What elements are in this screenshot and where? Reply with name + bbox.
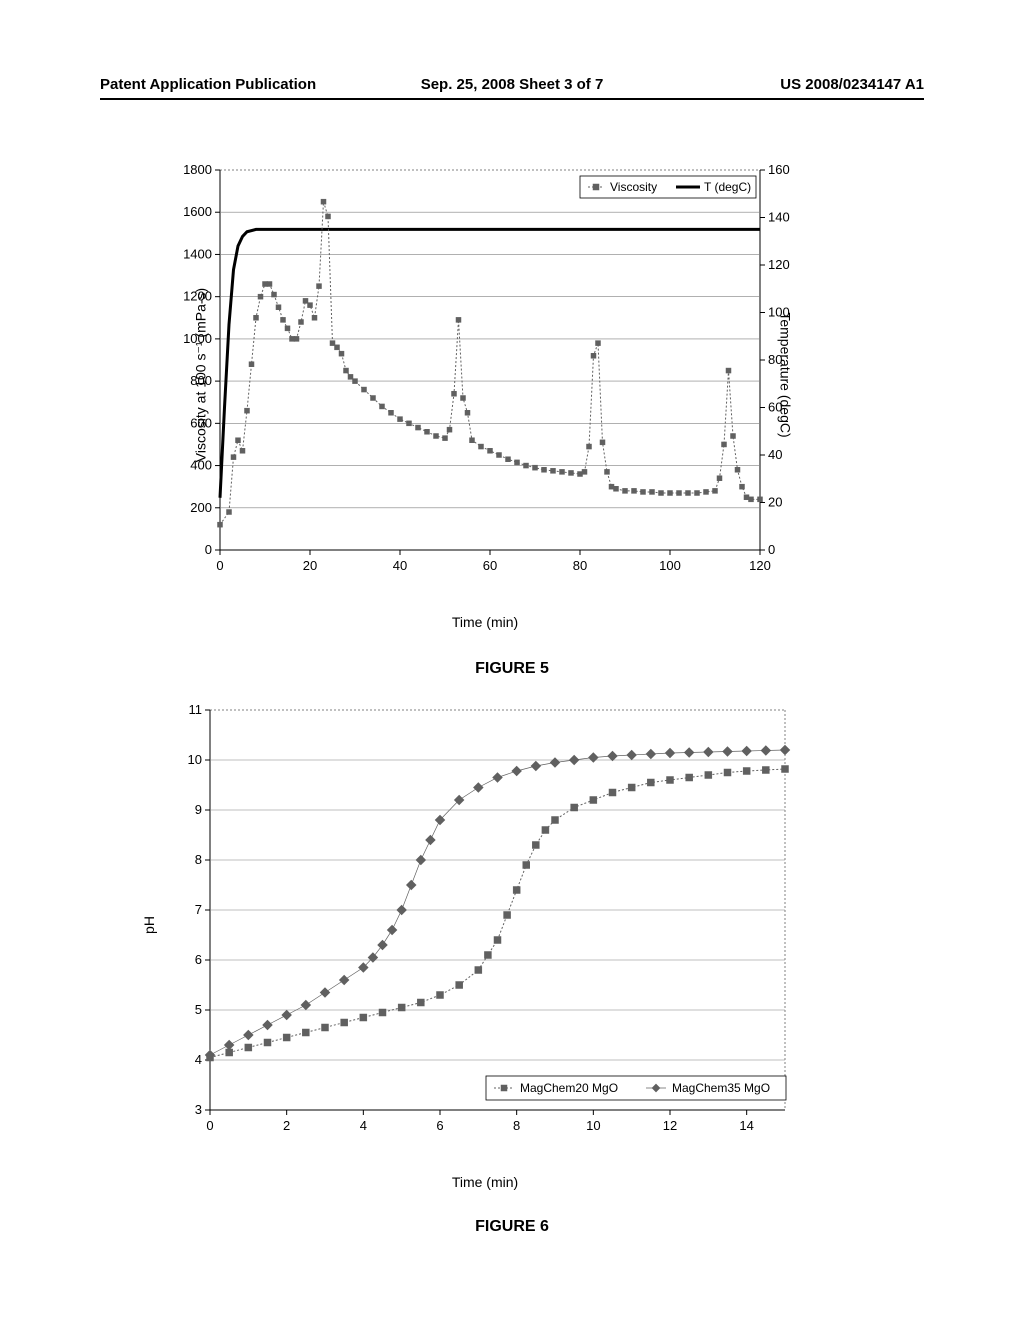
svg-text:80: 80 [573,558,587,573]
fig5-caption: FIGURE 5 [0,660,1024,678]
svg-text:6: 6 [195,952,202,967]
fig5-y-right-label: Temperature (degC) [777,312,793,437]
svg-text:11: 11 [189,702,203,717]
fig5-svg: 0200400600800100012001400160018000204060… [170,160,800,590]
header-left: Patent Application Publication [100,76,375,93]
svg-text:5: 5 [195,1002,202,1017]
svg-text:14: 14 [739,1118,753,1133]
svg-text:3: 3 [195,1102,202,1117]
header-mid: Sep. 25, 2008 Sheet 3 of 7 [375,76,650,93]
svg-text:120: 120 [749,558,771,573]
svg-text:20: 20 [768,495,782,510]
fig5-y-left-label: Viscosity at 100 s⁻¹ (mPa-s) [193,288,210,462]
svg-text:10: 10 [586,1118,600,1133]
svg-text:20: 20 [303,558,317,573]
svg-text:8: 8 [513,1118,520,1133]
figure-6-chart: pH 3456789101102468101214MagChem20 MgOMa… [170,700,800,1150]
svg-text:Viscosity: Viscosity [610,180,657,194]
fig6-svg: 3 4 5 6 7 8 9 10 11 0 2 4 6 8 10 12 14 MagChem20 MgO MagCh… [170,700,800,1150]
svg-text:120: 120 [768,257,790,272]
header-divider [100,98,924,100]
fig6-x-label: Time (min) [452,1174,518,1190]
svg-text:1400: 1400 [183,246,212,261]
svg-text:6: 6 [436,1118,443,1133]
svg-text:2: 2 [283,1118,290,1133]
svg-text:10: 10 [188,752,202,767]
svg-text:8: 8 [195,852,202,867]
fig5-x-label: Time (min) [452,614,518,630]
svg-text:MagChem20 MgO: MagChem20 MgO [520,1081,618,1095]
svg-text:MagChem35 MgO: MagChem35 MgO [672,1081,770,1095]
svg-text:200: 200 [190,500,212,515]
svg-text:1800: 1800 [183,162,212,177]
svg-text:9: 9 [195,802,202,817]
svg-text:60: 60 [483,558,497,573]
svg-text:7: 7 [195,902,202,917]
fig6-caption: FIGURE 6 [0,1218,1024,1236]
header-right: US 2008/0234147 A1 [649,76,924,93]
svg-text:4: 4 [195,1052,202,1067]
figure-5-chart: Viscosity at 100 s⁻¹ (mPa-s) Temperature… [170,160,800,590]
svg-text:0: 0 [216,558,223,573]
svg-text:100: 100 [659,558,681,573]
svg-text:40: 40 [393,558,407,573]
svg-text:0: 0 [205,542,212,557]
svg-text:T (degC): T (degC) [704,180,751,194]
svg-text:12: 12 [663,1118,677,1133]
svg-text:40: 40 [768,447,782,462]
svg-text:160: 160 [768,162,790,177]
svg-text:0: 0 [206,1118,213,1133]
fig6-y-label: pH [141,916,157,934]
svg-text:0: 0 [768,542,775,557]
svg-text:1600: 1600 [183,204,212,219]
svg-text:140: 140 [768,210,790,225]
svg-text:4: 4 [360,1118,367,1133]
